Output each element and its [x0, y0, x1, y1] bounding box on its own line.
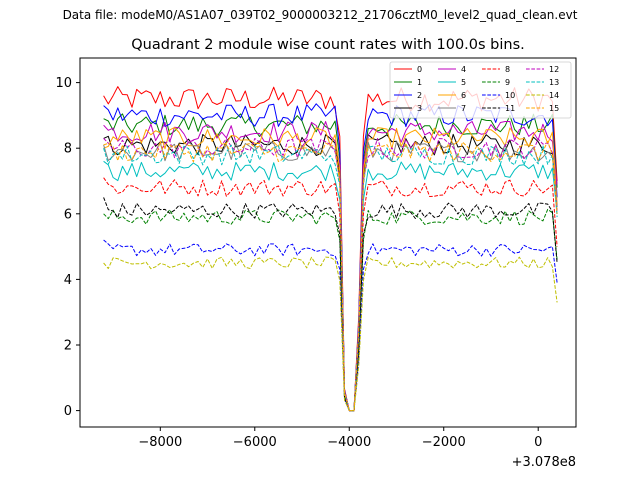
legend-label-7: 7 [461, 104, 466, 113]
series-line-12 [103, 138, 558, 412]
series-line-15 [103, 140, 558, 412]
y-tick-label: 4 [64, 273, 72, 288]
legend-label-14: 14 [549, 91, 559, 100]
series-line-13 [103, 144, 558, 412]
legend-label-10: 10 [505, 91, 515, 100]
x-tick-label: −4000 [327, 435, 371, 450]
legend-label-13: 13 [549, 78, 559, 87]
legend-box [389, 61, 572, 119]
legend-label-8: 8 [505, 65, 510, 74]
legend-label-15: 15 [549, 104, 559, 113]
series-line-9 [103, 208, 558, 412]
series-line-1 [103, 113, 558, 412]
suptitle: Data file: modeM0/AS1A07_039T02_90000032… [63, 8, 578, 22]
series-line-4 [103, 121, 558, 412]
legend-label-6: 6 [461, 91, 466, 100]
y-tick-label: 6 [64, 207, 72, 222]
y-axis: 0 2 4 6 8 10 [55, 76, 80, 419]
y-tick-label: 8 [64, 142, 72, 157]
x-tick-label: −2000 [422, 435, 466, 450]
y-tick-label: 0 [64, 404, 72, 419]
x-tick-label: −6000 [233, 435, 277, 450]
legend-label-11: 11 [505, 104, 515, 113]
legend-label-3: 3 [417, 104, 422, 113]
series-line-14 [103, 256, 558, 412]
x-tick-label: −8000 [138, 435, 182, 450]
y-tick-label: 10 [55, 76, 72, 91]
series-line-3 [103, 133, 558, 412]
legend-label-1: 1 [417, 78, 422, 87]
legend-label-9: 9 [505, 78, 510, 87]
legend-label-5: 5 [461, 78, 466, 87]
x-axis: −8000 −6000 −4000 −2000 0 [138, 427, 542, 450]
x-tick-label: 0 [534, 435, 542, 450]
series-line-11 [103, 197, 558, 412]
series-line-10 [103, 239, 558, 412]
series-line-8 [103, 177, 558, 412]
legend-label-4: 4 [461, 65, 466, 74]
plot-area-frame [79, 57, 577, 428]
x-offset-label: +3.078e8 [512, 455, 576, 470]
legend-label-12: 12 [549, 65, 559, 74]
series-layer [103, 86, 558, 412]
chart-title: Quadrant 2 module wise count rates with … [131, 37, 525, 53]
legend-label-2: 2 [417, 91, 422, 100]
y-tick-label: 2 [64, 339, 72, 354]
legend-label-0: 0 [417, 65, 422, 74]
series-line-5 [103, 160, 558, 412]
